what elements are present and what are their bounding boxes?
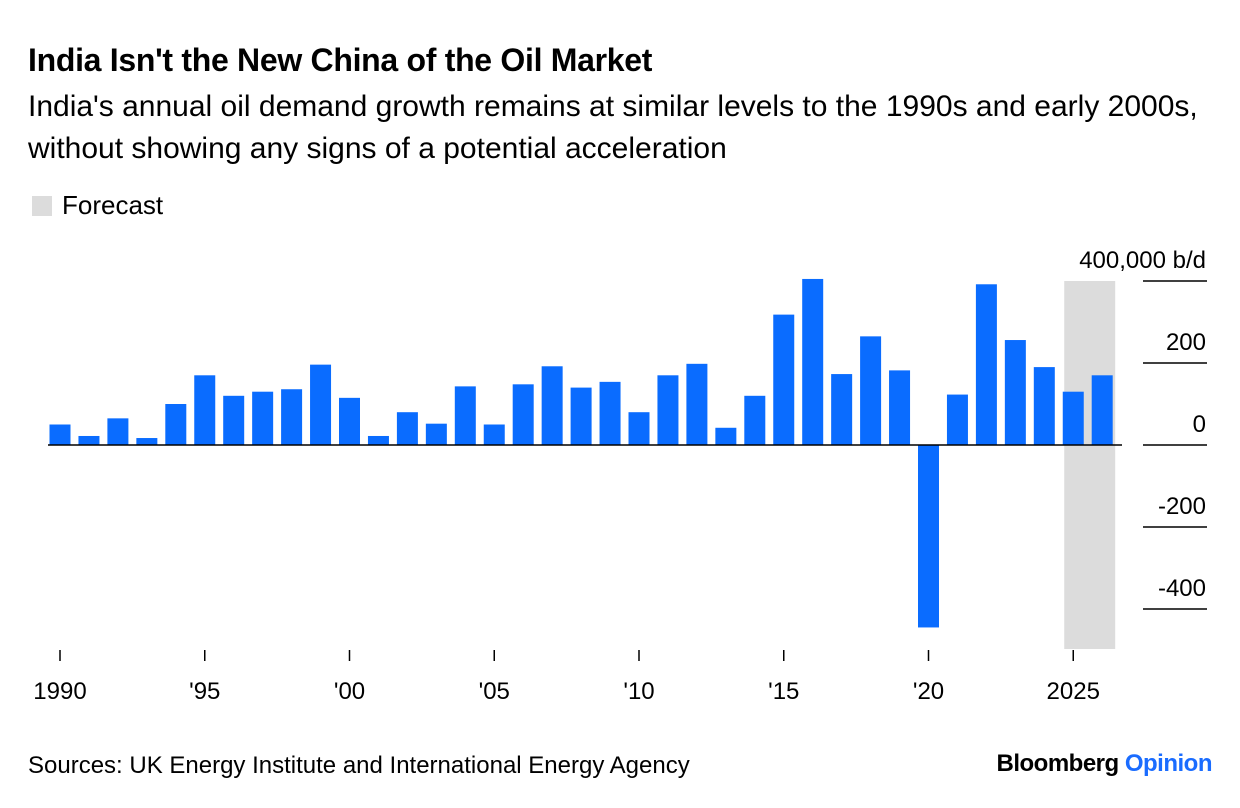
bar-1993 [136,438,158,445]
y-tick-label: -200 [1158,493,1206,520]
x-tick-label: '95 [189,678,220,705]
forecast-band [1064,281,1116,649]
bar-2010 [628,412,650,445]
bar-2015 [773,314,795,445]
x-tick-label: 1990 [33,678,86,705]
bar-2003 [425,423,447,445]
brand-logo: Bloomberg Opinion [997,750,1213,778]
forecast-legend-swatch [32,195,52,216]
y-tick-label: -400 [1158,575,1206,602]
x-tick-label: '05 [479,678,510,705]
bar-1991 [78,435,100,445]
bar-2011 [657,375,679,445]
bar-1990 [49,424,71,445]
legend: Forecast [32,190,163,221]
bar-2024 [1033,367,1055,445]
bar-2013 [715,427,737,445]
bar-2007 [541,366,563,445]
bar-2012 [686,363,708,445]
bar-1995 [194,375,216,445]
bar-1999 [310,364,332,445]
bar-1994 [165,404,187,445]
forecast-legend-label: Forecast [62,190,164,220]
brand-name: Bloomberg [996,750,1120,777]
bar-2005 [483,424,505,445]
bar-2006 [512,384,534,445]
bar-2021 [946,394,968,445]
x-tick-label: '15 [768,678,799,705]
chart-title: India Isn't the New China of the Oil Mar… [28,42,653,78]
brand-suffix: Opinion [1124,750,1213,777]
y-tick-label: 0 [1193,411,1206,438]
x-tick-label: '10 [623,678,654,705]
y-tick-label: 200 [1166,329,1206,356]
bar-2014 [744,395,766,445]
bar-2009 [599,381,621,445]
bar-1998 [281,389,303,445]
bar-1997 [252,391,274,445]
bar-2023 [1004,340,1026,445]
bar-1996 [223,395,245,445]
bar-2001 [367,435,389,445]
bar-chart: 400,000 b/d 200 0 -200 -400 1990 '95 '00 '05 '10… [33,247,1207,705]
bar-2004 [454,386,476,445]
x-tick-label: '20 [913,678,944,705]
source-note: Sources: UK Energy Institute and Interna… [28,752,690,779]
bar-2000 [339,397,360,445]
bar-2025 [1062,391,1084,445]
chart-subtitle: India's annual oil demand growth remains… [28,90,1198,165]
x-tick-label: '00 [334,678,365,705]
bar-2002 [396,412,418,445]
bar-2018 [860,336,882,445]
bar-2026 [1091,375,1113,445]
bar-2020 [918,445,939,628]
bar-2022 [975,284,997,445]
bar-1992 [107,418,129,445]
y-tick-label: 400,000 b/d [1079,247,1206,274]
bar-2019 [889,370,911,445]
bar-2016 [802,278,824,445]
bar-2008 [570,387,592,445]
x-tick-label: 2025 [1047,678,1100,705]
bar-2017 [831,374,853,445]
